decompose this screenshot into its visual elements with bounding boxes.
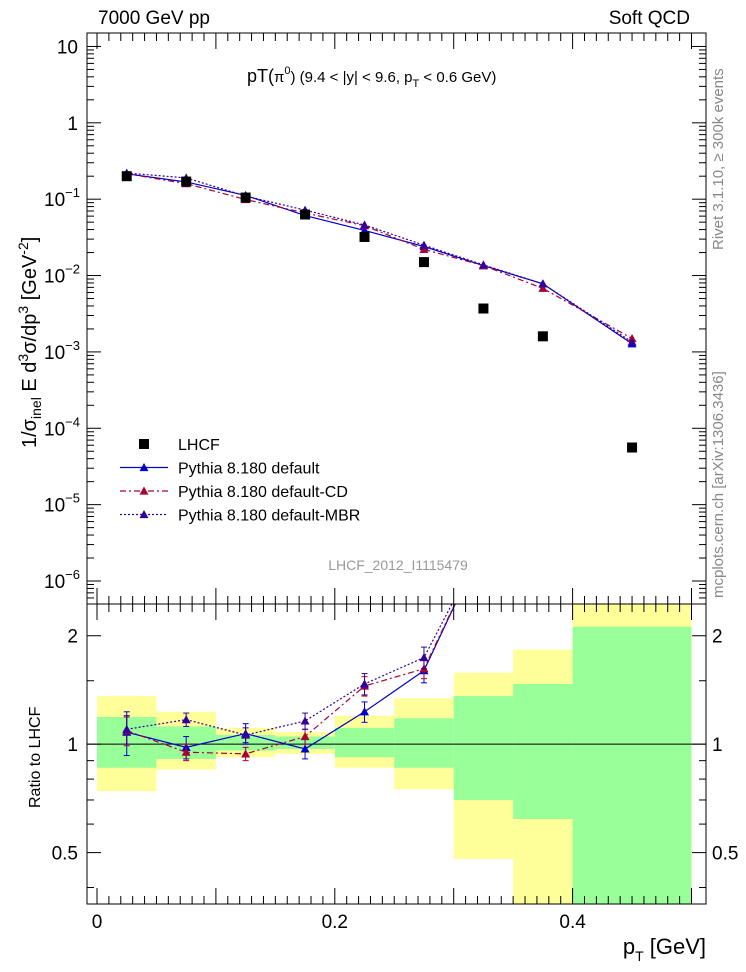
- x-axis-label-main: p: [623, 934, 635, 959]
- ratio-ytick-label-right-2: 0.5: [712, 844, 738, 865]
- ratio-panel-frame: [86, 603, 707, 905]
- xtick-label-0: 0: [92, 912, 103, 933]
- legend-marker-data: [139, 439, 149, 449]
- legend-marker-default: [139, 463, 149, 472]
- ratio-marker-cd-3: [300, 732, 310, 741]
- ratio-marker-cd-1: [181, 747, 191, 756]
- analysis-watermark: LHCF_2012_I1115479: [328, 557, 468, 573]
- main-marker-mbr-4: [360, 220, 370, 229]
- main-marker-mbr-7: [538, 279, 548, 288]
- ratio-marker-cd-2: [241, 749, 251, 758]
- ratio-ytick-label-right-0: 2: [712, 627, 723, 648]
- header-left-label: 7000 GeV pp: [98, 8, 210, 29]
- main-ytick-label-1: 1: [67, 114, 78, 135]
- ratio-y-axis-label: Ratio to LHCF: [27, 706, 44, 808]
- plot-title-rest: ) (9.4 < |y| < 9.6, p: [290, 69, 412, 86]
- ratio-marker-mbr-1: [181, 715, 191, 724]
- data-point-3: [300, 209, 311, 220]
- plot-title-pi-sup: 0: [284, 65, 290, 77]
- main-line-mbr: [126, 172, 633, 343]
- main-ytick-label-6: 10−5: [44, 491, 80, 517]
- rivet-version-note: Rivet 3.1.10, ≥ 300k events: [710, 68, 727, 250]
- ratio-ytick-label-left-2: 0.5: [52, 844, 78, 865]
- ratio-marker-default-3: [300, 744, 310, 753]
- legend-entry-cd: Pythia 8.180 default-CD: [120, 484, 348, 501]
- legend-marker-cd: [139, 486, 149, 495]
- svg-text:1/σinel E d3σ/dp3 [GeV-2]: 1/σinel E d3σ/dp3 [GeV-2]: [15, 237, 44, 448]
- ratio-ytick-label-left-0: 2: [67, 627, 78, 648]
- data-point-0: [121, 171, 132, 182]
- ratio-band-inner-4: [334, 727, 395, 758]
- main-y-axis-label: 1/σinel E d3σ/dp3 [GeV-2]: [15, 237, 44, 448]
- legend-entry-default: Pythia 8.180 default: [120, 461, 320, 478]
- main-line-cd: [126, 173, 633, 339]
- ratio-marker-mbr-2: [241, 730, 251, 739]
- ratio-marker-mbr-5: [419, 653, 429, 662]
- data-point-6: [478, 303, 489, 314]
- axis-ticks: 10 1 10−1 10−2 10−3 10−4 10−5 10−6 0 0.2 0.4 2 2 1 1 0.…: [44, 33, 738, 933]
- main-marker-cd-7: [538, 283, 548, 292]
- ratio-marker-mbr-0: [122, 724, 132, 733]
- header-right-label: Soft QCD: [609, 8, 690, 29]
- main-line-default: [126, 173, 633, 345]
- main-ytick-label-5: 10−4: [44, 414, 80, 440]
- x-axis-label-unit: [GeV]: [644, 934, 706, 959]
- x-axis-label: pT [GeV]: [623, 934, 706, 964]
- legend-label-data: LHCF: [178, 437, 220, 454]
- main-ytick-label-0: 10: [57, 37, 78, 58]
- data-point-1: [181, 176, 192, 187]
- ratio-series: [122, 604, 456, 762]
- ratio-band-inner-8: [572, 626, 692, 904]
- legend-marker-mbr: [139, 510, 149, 519]
- legend: LHCF Pythia 8.180 default Pythia 8.180 def…: [120, 437, 360, 525]
- plot-title-sub: T: [413, 78, 420, 90]
- data-point-5: [418, 257, 429, 268]
- plot-title-end: < 0.6 GeV): [419, 69, 496, 86]
- legend-entry-mbr: Pythia 8.180 default-MBR: [120, 508, 360, 525]
- data-point-2: [240, 192, 251, 203]
- legend-label-mbr: Pythia 8.180 default-MBR: [178, 508, 360, 525]
- legend-label-cd: Pythia 8.180 default-CD: [178, 484, 348, 501]
- main-ytick-label-3: 10−2: [44, 262, 80, 288]
- main-marker-cd-5: [419, 244, 429, 253]
- plot-title: pT(π0) (9.4 < |y| < 9.6, pT < 0.6 GeV): [247, 65, 496, 90]
- main-ytick-label-4: 10−3: [44, 338, 80, 364]
- ratio-ytick-label-right-1: 1: [712, 735, 723, 756]
- ratio-marker-default-4: [360, 707, 370, 716]
- data-point-4: [359, 231, 370, 242]
- main-marker-mbr-6: [478, 260, 488, 269]
- main-marker-mbr-5: [419, 240, 429, 249]
- xtick-label-1: 0.2: [322, 912, 348, 933]
- x-axis-label-sub: T: [635, 948, 644, 964]
- main-ytick-label-7: 10−6: [44, 567, 80, 593]
- main-ytick-label-2: 10−1: [44, 185, 80, 211]
- main-marker-mbr-8: [627, 337, 637, 346]
- data-point-8: [627, 442, 638, 453]
- mcplots-note: mcplots.cern.ch [arXiv:1306.3436]: [710, 371, 727, 598]
- ratio-marker-mbr-4: [360, 679, 370, 688]
- legend-label-default: Pythia 8.180 default: [178, 461, 320, 478]
- xtick-label-2: 0.4: [559, 912, 586, 933]
- plot-title-main: pT(: [247, 66, 274, 86]
- main-series: [121, 168, 638, 453]
- legend-entry-data: LHCF: [139, 437, 220, 454]
- data-point-7: [537, 331, 548, 342]
- plot-title-pi: π: [274, 69, 284, 86]
- ratio-ytick-label-left-1: 1: [67, 735, 78, 756]
- ratio-band-inner-7: [513, 683, 573, 819]
- ratio-band-inner-5: [394, 718, 454, 768]
- ratio-band-inner-6: [453, 696, 514, 800]
- ratio-marker-mbr-3: [300, 716, 310, 725]
- ratio-bands: [97, 604, 692, 904]
